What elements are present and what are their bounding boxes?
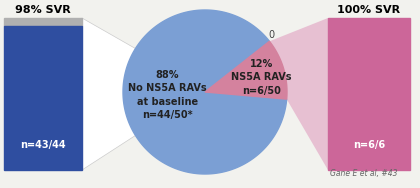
Polygon shape [82, 18, 136, 170]
Text: 0: 0 [268, 30, 274, 40]
Polygon shape [270, 18, 328, 170]
Bar [328, 18, 410, 170]
Text: 88%
No NS5A RAVs
at baseline
n=44/50*: 88% No NS5A RAVs at baseline n=44/50* [128, 70, 207, 120]
Text: Gane E et al, #43: Gane E et al, #43 [330, 169, 397, 178]
Text: n=43/44: n=43/44 [20, 140, 66, 150]
Text: 100% SVR: 100% SVR [337, 5, 401, 15]
Text: 12%
NS5A RAVs
n=6/50: 12% NS5A RAVs n=6/50 [231, 59, 292, 96]
Polygon shape [205, 41, 287, 99]
Text: n=6/6: n=6/6 [353, 140, 385, 150]
Polygon shape [123, 10, 287, 174]
Bar [4, 26, 82, 170]
Text: 98% SVR: 98% SVR [15, 5, 71, 15]
Bar [4, 18, 82, 26]
